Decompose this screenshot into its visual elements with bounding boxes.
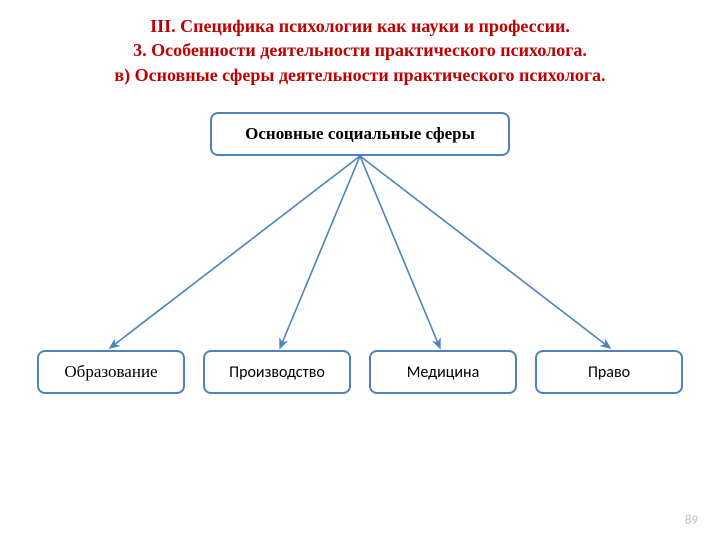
leaf-node-production: Производство [203,350,351,394]
leaf-label: Медицина [407,363,480,382]
slide-header: III. Специфика психологии как науки и пр… [0,0,720,87]
leaf-node-education: Образование [37,350,185,394]
header-line-1: III. Специфика психологии как науки и пр… [0,14,720,38]
leaf-row: Образование Производство Медицина Право [0,350,720,394]
leaf-label: Образование [64,362,157,382]
arrow-edge [360,156,440,348]
leaf-label: Право [588,363,630,382]
leaf-node-law: Право [535,350,683,394]
arrow-edge [280,156,360,348]
arrow-edge [110,156,360,348]
root-node-label: Основные социальные сферы [245,124,475,144]
root-node: Основные социальные сферы [210,112,510,156]
leaf-node-medicine: Медицина [369,350,517,394]
arrow-edge [360,156,610,348]
header-line-3: в) Основные сферы деятельности практичес… [0,63,720,87]
header-line-2: 3. Особенности деятельности практическог… [0,38,720,62]
page-number: 89 [685,513,698,528]
leaf-label: Производство [229,363,325,382]
